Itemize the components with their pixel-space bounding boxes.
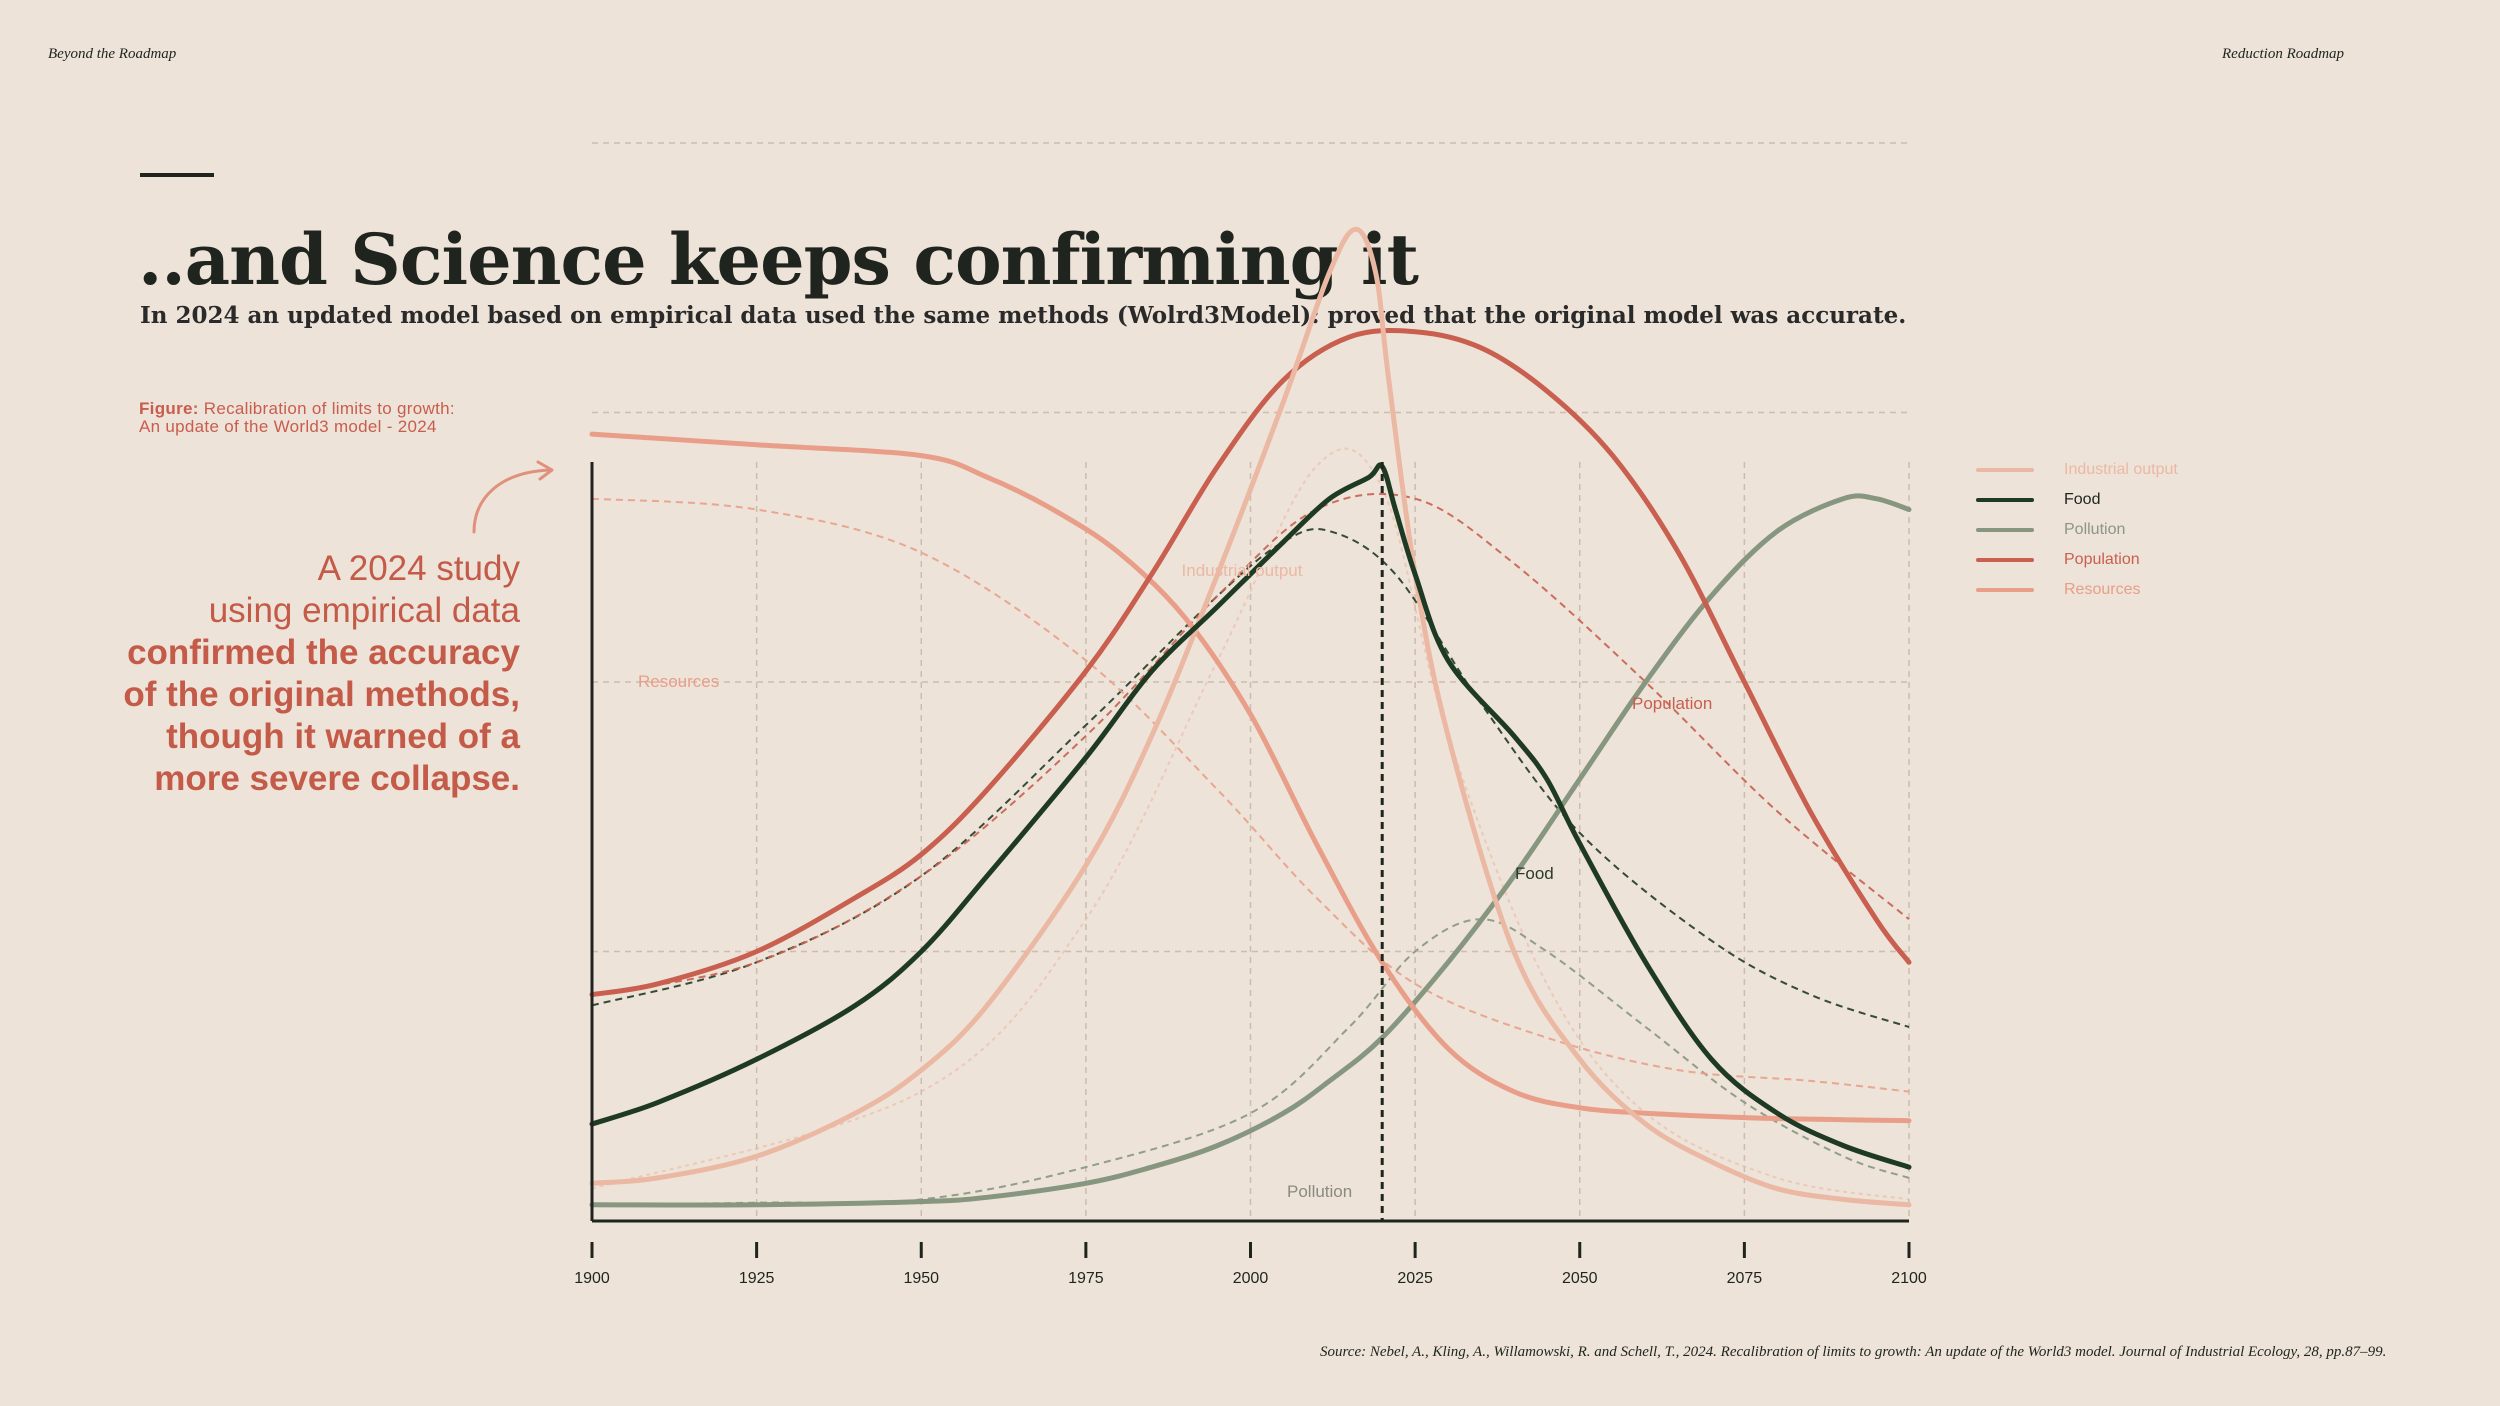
series-label-pollution: Pollution: [1287, 1182, 1352, 1201]
x-tick-label: 2025: [1397, 1270, 1433, 1287]
legend-label-pollution: Pollution: [2064, 521, 2126, 538]
dashed-line-population: [591, 492, 1910, 996]
legend-item-population: Population: [1976, 550, 2236, 570]
x-tick-label: 1950: [903, 1270, 939, 1287]
legend-label-food: Food: [2064, 491, 2101, 508]
dashed-line-resources: [591, 497, 1910, 1093]
legend-swatch-pollution: [1976, 528, 2034, 532]
legend-swatch-population: [1976, 558, 2034, 562]
callout-line4: of the original methods,: [123, 675, 520, 714]
series-label-food: Food: [1515, 864, 1554, 883]
source-citation: Source: Nebel, A., Kling, A., Willamowsk…: [1320, 1344, 2387, 1360]
x-tick-label: 2000: [1233, 1270, 1269, 1287]
series-label-resources: Resources: [638, 672, 719, 691]
series-line-pollution: [589, 493, 1912, 1208]
callout-line3: confirmed the accuracy: [127, 633, 520, 672]
callout-line5: though it warned of a: [166, 717, 520, 756]
x-tick-label: 2075: [1727, 1270, 1763, 1287]
callout-text: A 2024 study using empirical data confir…: [80, 548, 520, 800]
legend-item-pollution: Pollution: [1976, 520, 2236, 540]
dashed-line-food: [591, 527, 1910, 1028]
legend-item-food: Food: [1976, 490, 2236, 510]
x-tick-label: 2100: [1891, 1270, 1927, 1287]
header-left: Beyond the Roadmap: [48, 46, 177, 62]
legend-swatch-resources: [1976, 588, 2034, 592]
legend-swatch-industrial: [1976, 468, 2034, 472]
series-line-population: [589, 327, 1912, 998]
series-label-industrial: Industrial output: [1182, 561, 1303, 580]
legend-item-industrial: Industrial output: [1976, 460, 2236, 480]
x-tick-label: 2050: [1562, 1270, 1598, 1287]
figure-caption: Figure: Recalibration of limits to growt…: [139, 400, 455, 436]
callout-line2: using empirical data: [208, 591, 520, 630]
legend-item-resources: Resources: [1976, 580, 2236, 600]
legend-label-resources: Resources: [2064, 581, 2141, 598]
x-tick-label: 1975: [1068, 1270, 1104, 1287]
x-tick-label: 1900: [574, 1270, 610, 1287]
header-right: Reduction Roadmap: [2222, 46, 2345, 62]
figure-caption-label: Figure:: [139, 399, 199, 418]
series-label-population: Population: [1632, 694, 1712, 713]
series-line-food: [589, 462, 1912, 1170]
figure-caption-line1: Recalibration of limits to growth:: [203, 399, 455, 418]
page-title: ..and Science keeps confirming it: [138, 218, 1419, 301]
legend-label-industrial: Industrial output: [2064, 461, 2178, 478]
page-subtitle: In 2024 an updated model based on empiri…: [140, 302, 1907, 329]
title-rule: [140, 173, 214, 177]
figure-caption-line2: An update of the World3 model - 2024: [139, 417, 437, 436]
curved-arrow-icon: [472, 460, 554, 534]
legend-swatch-food: [1976, 498, 2034, 502]
series-line-industrial: [589, 226, 1912, 1208]
series-lines: [589, 226, 1912, 1208]
x-tick-label: 1925: [739, 1270, 775, 1287]
callout-line6: more severe collapse.: [154, 759, 520, 798]
series-line-resources: [589, 431, 1912, 1124]
callout-line1: A 2024 study: [317, 549, 520, 588]
legend-label-population: Population: [2064, 551, 2140, 568]
